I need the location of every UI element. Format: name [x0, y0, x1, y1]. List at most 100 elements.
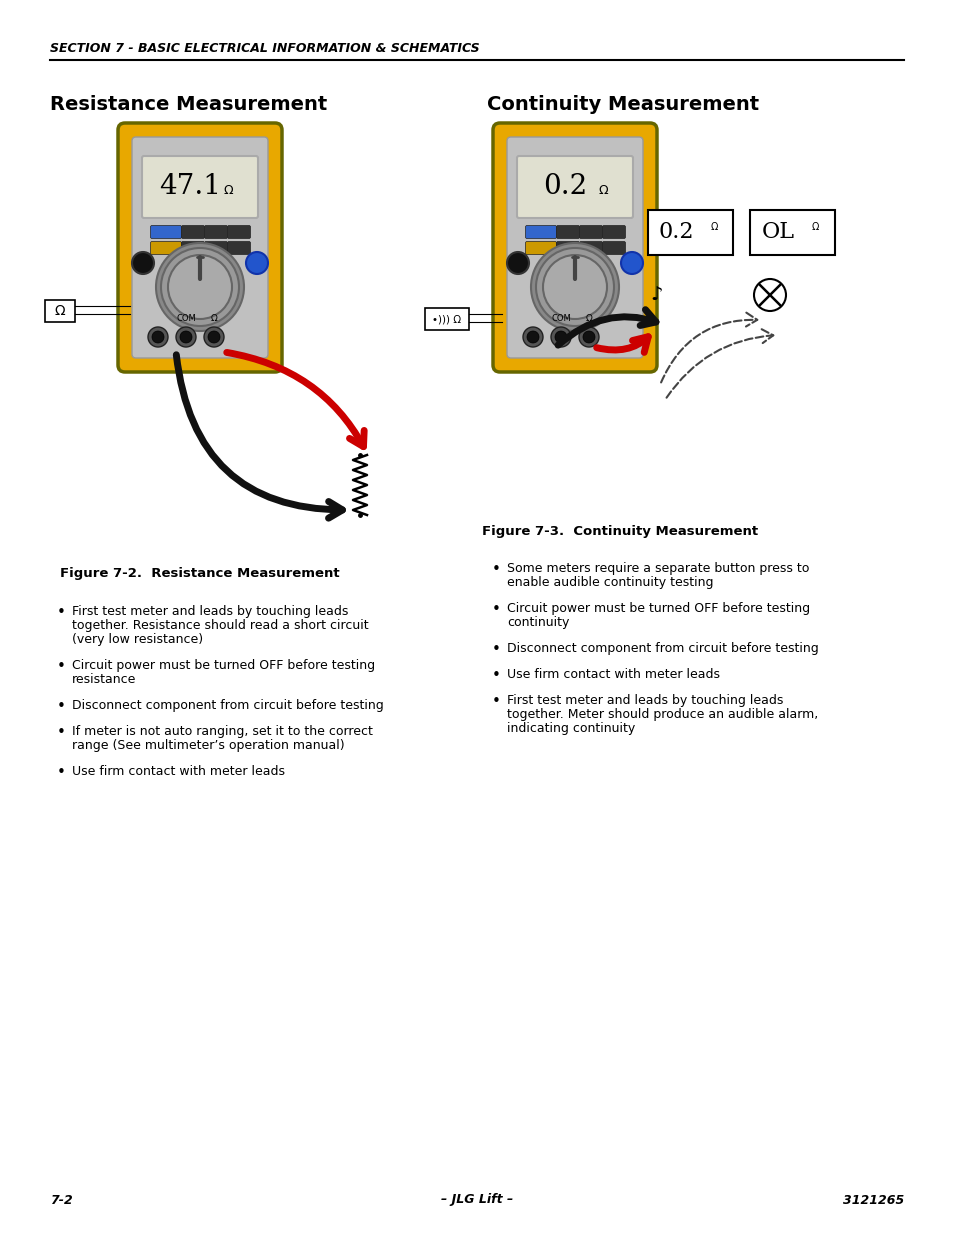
Text: Use firm contact with meter leads: Use firm contact with meter leads — [506, 668, 720, 680]
Circle shape — [551, 327, 571, 347]
FancyBboxPatch shape — [556, 226, 578, 238]
Text: enable audible continuity testing: enable audible continuity testing — [506, 576, 713, 589]
Text: •: • — [57, 725, 66, 740]
Text: (very low resistance): (very low resistance) — [71, 634, 203, 646]
FancyBboxPatch shape — [204, 242, 227, 254]
Text: •: • — [57, 764, 66, 781]
Circle shape — [531, 243, 618, 331]
FancyBboxPatch shape — [602, 242, 625, 254]
Text: •: • — [57, 605, 66, 620]
Text: Ω: Ω — [211, 314, 217, 324]
FancyArrowPatch shape — [176, 354, 342, 519]
FancyBboxPatch shape — [227, 242, 251, 254]
Text: COM: COM — [176, 314, 195, 324]
FancyBboxPatch shape — [525, 226, 556, 238]
Bar — [45, 300, 75, 322]
Circle shape — [620, 252, 642, 274]
FancyBboxPatch shape — [578, 226, 602, 238]
Text: Ω: Ω — [223, 184, 233, 198]
Text: – JLG Lift –: – JLG Lift – — [440, 1193, 513, 1207]
Circle shape — [536, 248, 614, 326]
FancyBboxPatch shape — [204, 226, 227, 238]
Text: SECTION 7 - BASIC ELECTRICAL INFORMATION & SCHEMATICS: SECTION 7 - BASIC ELECTRICAL INFORMATION… — [50, 42, 479, 54]
FancyBboxPatch shape — [525, 242, 556, 254]
Text: First test meter and leads by touching leads: First test meter and leads by touching l… — [506, 694, 782, 706]
Circle shape — [526, 331, 538, 343]
Circle shape — [152, 331, 164, 343]
Text: •: • — [57, 699, 66, 714]
FancyBboxPatch shape — [181, 226, 204, 238]
Text: OL: OL — [760, 221, 794, 243]
Text: •: • — [492, 642, 500, 657]
FancyArrowPatch shape — [660, 312, 757, 383]
Text: Continuity Measurement: Continuity Measurement — [486, 95, 759, 114]
FancyBboxPatch shape — [517, 156, 633, 219]
Text: Ω: Ω — [598, 184, 607, 198]
Text: Circuit power must be turned OFF before testing: Circuit power must be turned OFF before … — [506, 601, 809, 615]
Text: Ω: Ω — [810, 221, 818, 231]
Circle shape — [161, 248, 239, 326]
FancyBboxPatch shape — [578, 242, 602, 254]
Text: Resistance Measurement: Resistance Measurement — [50, 95, 327, 114]
Text: 0.2: 0.2 — [542, 173, 586, 200]
Text: together. Resistance should read a short circuit: together. Resistance should read a short… — [71, 619, 368, 632]
FancyBboxPatch shape — [151, 242, 181, 254]
Circle shape — [148, 327, 168, 347]
Circle shape — [246, 252, 268, 274]
FancyBboxPatch shape — [118, 124, 282, 372]
FancyBboxPatch shape — [151, 226, 181, 238]
Text: continuity: continuity — [506, 616, 569, 629]
Text: Some meters require a separate button press to: Some meters require a separate button pr… — [506, 562, 808, 576]
FancyBboxPatch shape — [506, 137, 642, 358]
Circle shape — [156, 243, 244, 331]
FancyBboxPatch shape — [493, 124, 657, 372]
Text: COM: COM — [551, 314, 570, 324]
Circle shape — [753, 279, 785, 311]
Circle shape — [208, 331, 220, 343]
FancyBboxPatch shape — [181, 242, 204, 254]
FancyArrowPatch shape — [227, 352, 364, 447]
Text: •: • — [492, 668, 500, 683]
Circle shape — [180, 331, 192, 343]
Text: Figure 7-2.  Resistance Measurement: Figure 7-2. Resistance Measurement — [60, 567, 339, 580]
Text: •: • — [57, 659, 66, 674]
Bar — [424, 308, 469, 330]
Text: Disconnect component from circuit before testing: Disconnect component from circuit before… — [71, 699, 383, 713]
Circle shape — [204, 327, 224, 347]
Circle shape — [555, 331, 566, 343]
Text: 3121265: 3121265 — [841, 1193, 903, 1207]
Text: If meter is not auto ranging, set it to the correct: If meter is not auto ranging, set it to … — [71, 725, 373, 739]
Text: 7-2: 7-2 — [50, 1193, 72, 1207]
Circle shape — [506, 252, 529, 274]
FancyBboxPatch shape — [142, 156, 257, 219]
Text: Use firm contact with meter leads: Use firm contact with meter leads — [71, 764, 285, 778]
Bar — [749, 210, 834, 254]
FancyBboxPatch shape — [556, 242, 578, 254]
FancyBboxPatch shape — [602, 226, 625, 238]
Text: indicating continuity: indicating continuity — [506, 722, 635, 735]
Text: •: • — [492, 694, 500, 709]
Circle shape — [578, 327, 598, 347]
FancyBboxPatch shape — [132, 137, 268, 358]
Circle shape — [542, 254, 606, 319]
Text: 47.1: 47.1 — [159, 173, 221, 200]
Bar — [647, 210, 732, 254]
Text: Ω: Ω — [54, 304, 65, 317]
Text: ♪: ♪ — [650, 285, 662, 305]
Text: •: • — [492, 601, 500, 618]
Text: resistance: resistance — [71, 673, 136, 685]
Text: Ω: Ω — [585, 314, 592, 324]
Circle shape — [175, 327, 195, 347]
Text: •: • — [492, 562, 500, 577]
FancyArrowPatch shape — [558, 310, 656, 345]
Text: together. Meter should produce an audible alarm,: together. Meter should produce an audibl… — [506, 708, 818, 721]
Circle shape — [522, 327, 542, 347]
Text: Ω: Ω — [710, 221, 717, 231]
Text: First test meter and leads by touching leads: First test meter and leads by touching l… — [71, 605, 348, 618]
Text: •))) Ω: •))) Ω — [432, 314, 461, 324]
FancyArrowPatch shape — [596, 337, 648, 352]
Text: 0.2: 0.2 — [658, 221, 693, 243]
Circle shape — [582, 331, 595, 343]
Text: Figure 7-3.  Continuity Measurement: Figure 7-3. Continuity Measurement — [481, 525, 758, 538]
Circle shape — [168, 254, 232, 319]
